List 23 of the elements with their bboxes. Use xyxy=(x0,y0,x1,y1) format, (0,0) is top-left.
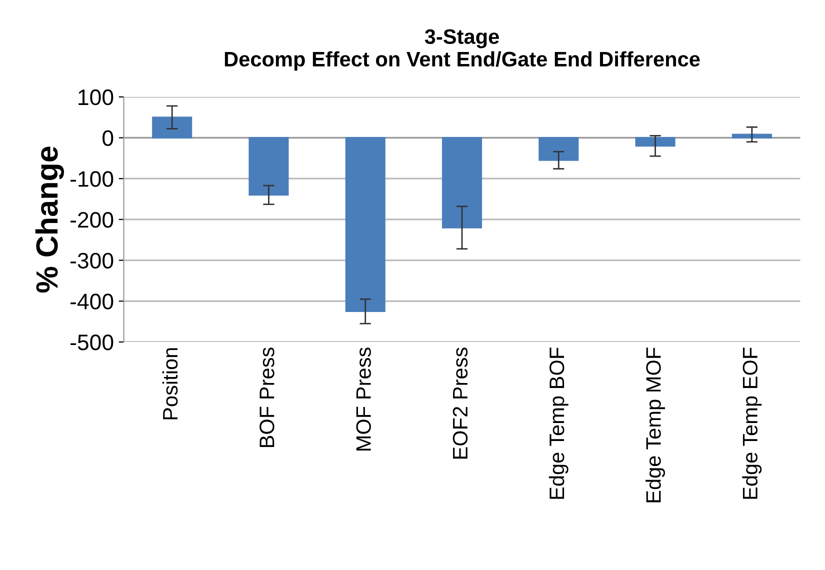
bar xyxy=(635,137,676,147)
bar xyxy=(152,116,192,138)
bar xyxy=(248,137,289,196)
x-tick-label: Edge Temp MOF xyxy=(646,348,665,502)
x-tick-label: BOF Press xyxy=(260,348,274,448)
x-tick-label: Position xyxy=(162,348,178,420)
y-tick-label: -500 xyxy=(70,334,114,350)
chart-title: 3-Stage Decomp Effect on Vent End/Gate End Difference xyxy=(224,29,700,71)
bar xyxy=(538,137,579,161)
x-tick-label: MOF Press xyxy=(356,348,371,450)
y-tick-label: -300 xyxy=(70,252,114,269)
x-tick-label: Edge Temp BOF xyxy=(548,348,568,499)
bar xyxy=(345,137,386,312)
y-axis-title: % Change xyxy=(35,146,64,293)
y-tick-label: 100 xyxy=(78,89,114,106)
bar xyxy=(442,137,482,228)
y-tick-label: -200 xyxy=(70,212,114,228)
x-tick-label: Edge Temp EOF xyxy=(742,348,762,499)
y-tick-label: -400 xyxy=(70,294,114,310)
x-tick-label: EOF2 Press xyxy=(452,348,468,459)
y-tick-label: 0 xyxy=(102,130,114,146)
y-tick-label: -100 xyxy=(70,171,114,187)
bar xyxy=(732,134,772,138)
